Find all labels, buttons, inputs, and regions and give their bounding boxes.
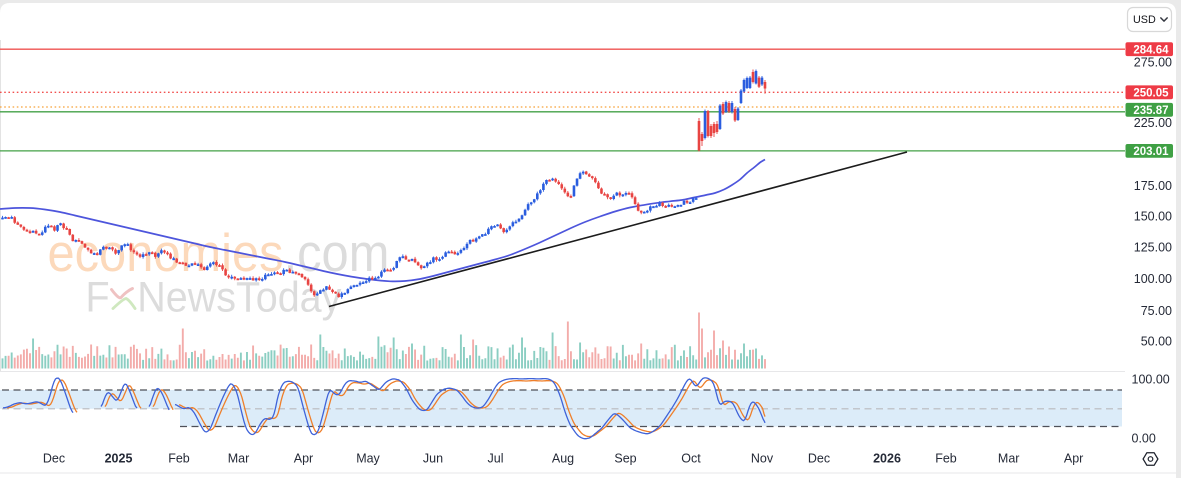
svg-text:250.05: 250.05 bbox=[1133, 88, 1169, 100]
svg-text:125.00: 125.00 bbox=[1134, 240, 1172, 254]
svg-text:203.01: 203.01 bbox=[1133, 146, 1169, 158]
svg-text:100.00: 100.00 bbox=[1132, 372, 1170, 386]
svg-text:Feb: Feb bbox=[935, 452, 957, 466]
svg-text:150.00: 150.00 bbox=[1134, 209, 1172, 223]
svg-text:0.00: 0.00 bbox=[1132, 432, 1156, 446]
svg-text:Sep: Sep bbox=[614, 452, 636, 466]
svg-text:235.87: 235.87 bbox=[1133, 105, 1168, 117]
svg-text:NewsToday: NewsToday bbox=[137, 273, 342, 321]
svg-text:Jun: Jun bbox=[423, 452, 443, 466]
svg-text:275.00: 275.00 bbox=[1134, 56, 1172, 70]
svg-text:50.00: 50.00 bbox=[1141, 335, 1172, 349]
svg-text:F: F bbox=[86, 273, 110, 321]
svg-text:100.00: 100.00 bbox=[1134, 272, 1172, 286]
svg-text:Apr: Apr bbox=[294, 452, 313, 466]
svg-text:Aug: Aug bbox=[552, 452, 574, 466]
svg-text:284.64: 284.64 bbox=[1133, 45, 1169, 57]
svg-text:Dec: Dec bbox=[808, 452, 830, 466]
svg-text:2025: 2025 bbox=[105, 452, 133, 466]
svg-text:Dec: Dec bbox=[43, 452, 65, 466]
svg-text:USD: USD bbox=[1133, 14, 1156, 26]
svg-text:Nov: Nov bbox=[751, 452, 774, 466]
svg-text:2026: 2026 bbox=[873, 452, 901, 466]
svg-text:Jul: Jul bbox=[488, 452, 504, 466]
svg-text:Mar: Mar bbox=[228, 452, 250, 466]
svg-text:Apr: Apr bbox=[1064, 452, 1083, 466]
svg-text:75.00: 75.00 bbox=[1141, 304, 1172, 318]
svg-text:225.00: 225.00 bbox=[1134, 116, 1172, 130]
svg-text:Mar: Mar bbox=[998, 452, 1020, 466]
svg-text:Oct: Oct bbox=[681, 452, 701, 466]
svg-text:175.00: 175.00 bbox=[1134, 179, 1172, 193]
svg-text:May: May bbox=[356, 452, 380, 466]
svg-text:Feb: Feb bbox=[168, 452, 190, 466]
